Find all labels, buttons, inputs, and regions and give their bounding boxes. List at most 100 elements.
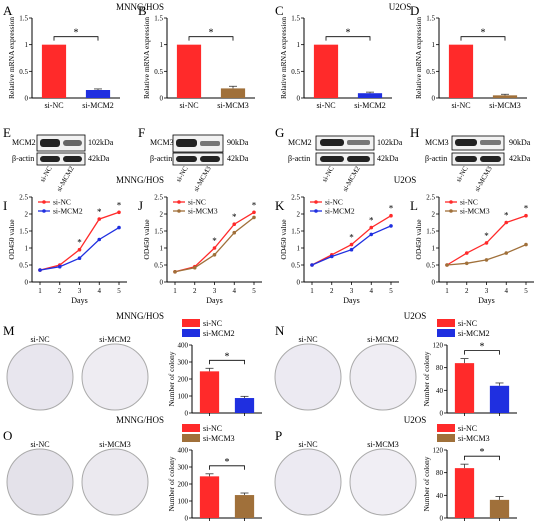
y-tick-label: 1.5 <box>291 228 300 236</box>
y-tick-label: 0 <box>25 95 29 103</box>
significance-bracket <box>460 36 506 41</box>
legend-label: si-MCM2 <box>203 329 235 338</box>
x-tick-label: 3 <box>78 287 82 295</box>
data-point <box>524 242 528 247</box>
header-mnng-mid: MNNG/HOS <box>116 175 164 185</box>
legend-label: si-NC <box>53 198 71 207</box>
y-axis-label: OD450 value <box>414 219 423 260</box>
data-point <box>504 220 509 225</box>
legend-marker <box>449 209 453 213</box>
bar <box>199 371 220 413</box>
legend-swatch <box>437 329 455 337</box>
bar <box>489 385 510 413</box>
x-tick-label: 4 <box>98 287 102 295</box>
y-tick-label: 80 <box>436 364 444 372</box>
legend-swatch <box>437 424 455 432</box>
y-tick-label: 1.5 <box>19 228 28 236</box>
blot-panel-E: MCM2 102kDa β-actin 42kDa si-NC si-MCM2 <box>12 134 114 193</box>
x-tick-label: 5 <box>252 287 256 295</box>
data-point <box>97 237 102 242</box>
x-tick-label: 2 <box>330 287 334 295</box>
bar <box>199 476 220 518</box>
dish-label: si-NC <box>298 335 317 344</box>
blot-top-label: MCM2 <box>288 138 312 147</box>
blot-band <box>347 140 370 145</box>
x-axis-label: Days <box>206 296 222 305</box>
significance-marker: * <box>225 457 230 468</box>
x-tick-label: 4 <box>505 287 509 295</box>
y-tick-label: 0 <box>440 515 444 523</box>
y-axis-label: OD450 value <box>142 219 151 260</box>
legend-label: si-NC <box>458 424 477 433</box>
bar <box>85 90 111 98</box>
y-tick-label: 0 <box>297 279 301 287</box>
bar <box>454 363 475 413</box>
y-tick-label: 1 <box>432 245 436 253</box>
data-point <box>524 213 528 218</box>
x-tick-label: si-MCM2 <box>354 101 386 110</box>
y-tick-label: 0.5 <box>426 68 435 76</box>
blot-lane-label: si-NC <box>454 165 469 184</box>
y-axis-label: Number of colony <box>422 351 431 406</box>
significance-marker: * <box>77 238 82 248</box>
y-axis-label: OD450 value <box>7 219 16 260</box>
x-tick-label: si-NC <box>451 101 470 110</box>
x-tick-label: 5 <box>524 287 528 295</box>
y-axis-label: Number of colony <box>167 351 176 406</box>
blot-top-label: MCM3 <box>150 138 174 147</box>
x-tick-label: 1 <box>38 287 42 295</box>
legend-marker <box>314 200 318 204</box>
header-u2os-bot2: U2OS <box>404 415 427 425</box>
y-tick-label: 2.5 <box>291 194 300 202</box>
legend-swatch <box>437 319 455 327</box>
y-tick-label: 100 <box>178 498 189 506</box>
y-tick-label: 0.5 <box>19 262 28 270</box>
significance-marker: * <box>252 200 257 210</box>
data-point <box>464 261 469 266</box>
colony-dish <box>6 343 74 411</box>
data-point <box>77 247 82 252</box>
data-point <box>117 225 121 230</box>
header-mnng-top: MNNG/HOS <box>116 2 164 12</box>
x-tick-label: 3 <box>213 287 217 295</box>
y-tick-label: 120 <box>433 342 444 350</box>
y-tick-label: 0.5 <box>154 262 163 270</box>
blot-lane-label: si-NC <box>38 165 53 184</box>
y-tick-label: 1 <box>160 245 164 253</box>
blot-bottom-label: β-actin <box>425 154 447 163</box>
legend-label: si-NC <box>203 424 222 433</box>
blot-band <box>63 156 82 162</box>
legend-marker <box>449 200 453 204</box>
legend-label: si-MCM2 <box>458 329 490 338</box>
y-axis-label: OD450 value <box>279 219 288 260</box>
y-tick-label: 0.5 <box>19 68 28 76</box>
legend-label: si-NC <box>188 198 206 207</box>
data-point <box>57 264 62 269</box>
blot-panel-H: MCM3 90kDa β-actin 42kDa si-NC si-MCM3 <box>425 135 531 193</box>
y-axis-label: Number of colony <box>167 456 176 511</box>
significance-bracket <box>325 36 371 41</box>
y-axis-label: Number of colony <box>422 456 431 511</box>
legend-swatch <box>182 329 200 337</box>
dish-label: si-MCM2 <box>99 335 131 344</box>
legend-label: si-MCM2 <box>325 207 355 216</box>
blot-panel-G: MCM2 102kDa β-actin 42kDa si-NC si-MCM2 <box>288 135 403 193</box>
x-tick-label: 4 <box>233 287 237 295</box>
y-tick-label: 300 <box>178 359 189 367</box>
colony-dishes-N: si-NC si-MCM2 <box>274 335 417 411</box>
y-tick-label: 1.5 <box>19 15 28 23</box>
blot-band <box>63 140 82 146</box>
colony-dish <box>349 343 417 411</box>
legend-label: si-MCM2 <box>53 207 83 216</box>
header-u2os-top: U2OS <box>389 2 412 12</box>
y-tick-label: 1.5 <box>426 228 435 236</box>
blot-band <box>40 139 60 147</box>
header-u2os-bot1: U2OS <box>404 311 427 321</box>
data-point <box>484 241 489 245</box>
significance-marker: * <box>346 28 351 39</box>
blot-band <box>455 139 477 146</box>
